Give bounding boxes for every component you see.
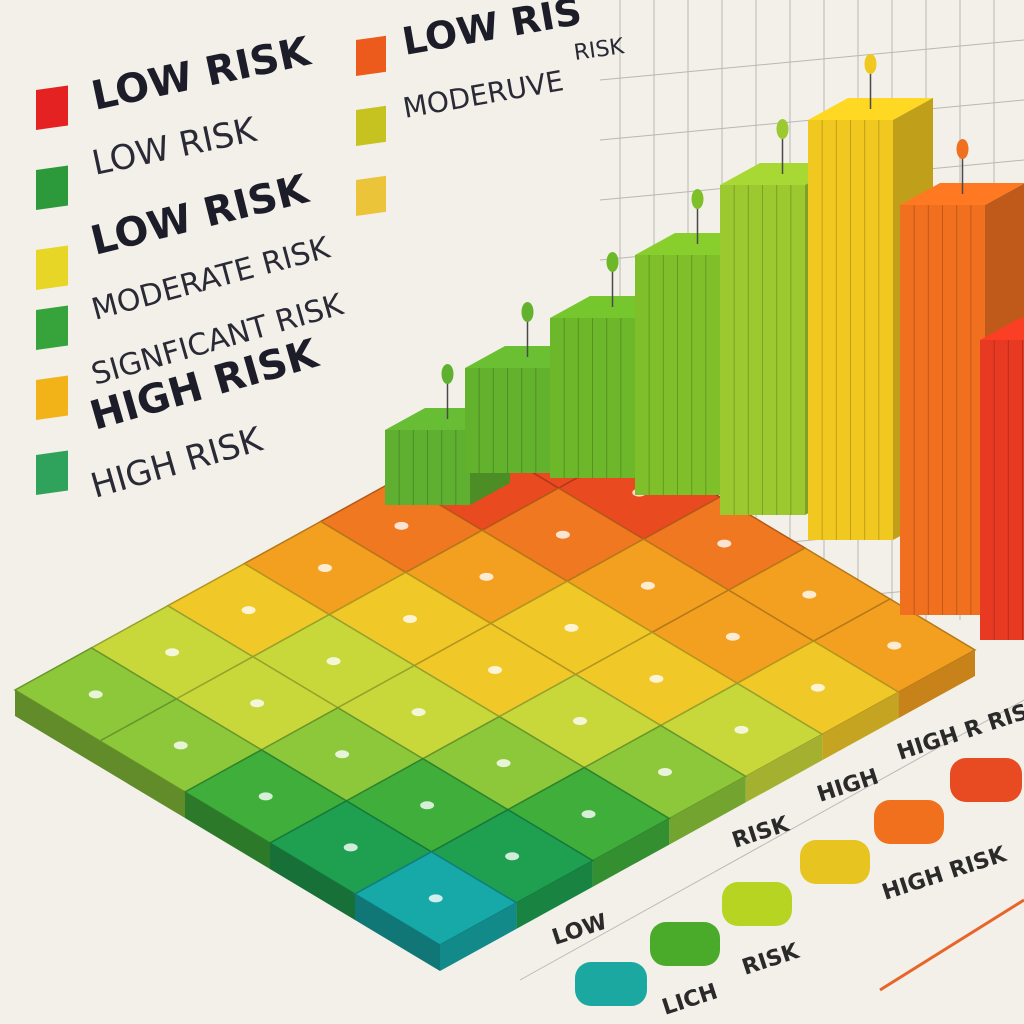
tile-side bbox=[669, 776, 746, 845]
swatch bbox=[36, 245, 68, 290]
tile-dot bbox=[658, 768, 672, 776]
tile-dot bbox=[420, 801, 435, 810]
tile-dot bbox=[555, 530, 570, 539]
tile-dot bbox=[887, 641, 902, 650]
tile-dot bbox=[88, 690, 103, 699]
pill bbox=[575, 962, 647, 1006]
tile-dot bbox=[649, 674, 664, 683]
swatch bbox=[36, 85, 68, 130]
tile-dot bbox=[411, 708, 426, 717]
tile-dot bbox=[326, 657, 341, 666]
pin-head bbox=[956, 139, 969, 159]
swatch bbox=[356, 35, 386, 76]
tile-side bbox=[822, 692, 899, 761]
tile-dot bbox=[258, 792, 273, 801]
tile-dot bbox=[173, 741, 188, 750]
tile-side bbox=[745, 734, 823, 803]
divider bbox=[879, 898, 1024, 992]
tile-side bbox=[592, 818, 670, 887]
pill bbox=[800, 840, 870, 884]
tile-dot bbox=[488, 666, 502, 674]
tile-dot bbox=[564, 623, 579, 632]
tile-dot bbox=[165, 648, 180, 657]
tile-dot bbox=[810, 683, 825, 692]
pill bbox=[874, 800, 944, 844]
pill bbox=[722, 882, 792, 926]
tile-dot bbox=[573, 717, 587, 725]
pin-head bbox=[606, 252, 619, 272]
tile-dot bbox=[241, 606, 256, 615]
tile-side bbox=[270, 843, 355, 920]
tile-side bbox=[355, 894, 440, 971]
risk-bars bbox=[385, 54, 1024, 640]
pin-head bbox=[521, 302, 534, 322]
tile-dot bbox=[343, 843, 358, 852]
tile-dot bbox=[640, 581, 655, 590]
tile-dot bbox=[250, 699, 265, 708]
tile-side bbox=[185, 792, 270, 869]
tile-dot bbox=[394, 521, 409, 530]
swatch bbox=[356, 105, 386, 146]
floor-tiles bbox=[13, 394, 977, 971]
swatch bbox=[36, 375, 68, 420]
pill bbox=[650, 922, 720, 966]
tile-dot bbox=[734, 725, 749, 734]
tile-dot bbox=[802, 590, 817, 599]
pill bbox=[950, 758, 1022, 802]
swatch bbox=[36, 305, 68, 350]
swatch bbox=[36, 450, 68, 495]
tile-dot bbox=[725, 632, 740, 641]
pin-head bbox=[864, 54, 877, 74]
pin-head bbox=[691, 189, 704, 209]
pin-head bbox=[776, 119, 789, 139]
legend-swatches bbox=[36, 35, 386, 495]
tile-side bbox=[100, 741, 185, 818]
tile-side bbox=[516, 860, 593, 929]
tile-dot bbox=[428, 894, 443, 903]
tile-dot bbox=[505, 852, 520, 861]
bar-top bbox=[980, 318, 1024, 340]
tile-dot bbox=[318, 564, 332, 572]
swatch bbox=[356, 175, 386, 216]
divider bbox=[519, 699, 1024, 981]
bar-front bbox=[980, 340, 1024, 640]
grid-line bbox=[599, 39, 1024, 81]
swatch bbox=[36, 165, 68, 210]
tile-dot bbox=[496, 759, 511, 768]
pin-head bbox=[441, 364, 454, 384]
tile-dot bbox=[717, 539, 732, 548]
tile-side bbox=[898, 650, 975, 719]
tile-side bbox=[440, 902, 517, 971]
tile-dot bbox=[335, 750, 350, 759]
tile-dot bbox=[581, 810, 596, 819]
tile-side bbox=[15, 690, 100, 767]
tile-dot bbox=[479, 572, 494, 581]
tile-dot bbox=[403, 615, 417, 623]
